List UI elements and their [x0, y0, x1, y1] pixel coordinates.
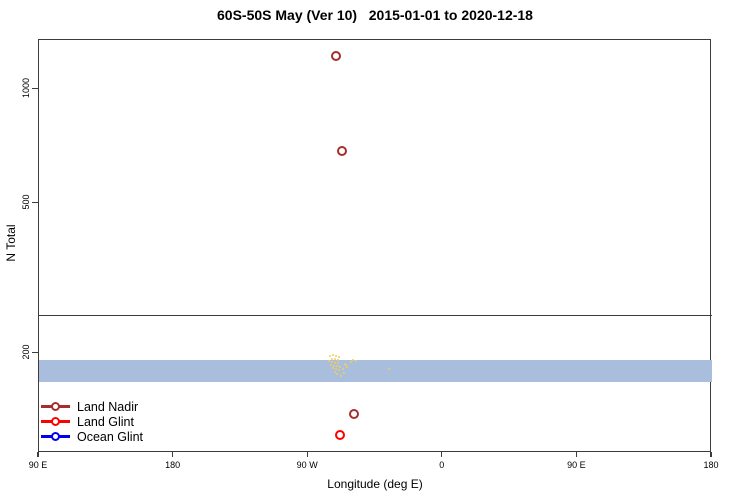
cluster-dot	[351, 358, 355, 362]
x-tick-label: 90 E	[567, 460, 586, 470]
legend-item-land-glint: Land Glint	[40, 414, 143, 429]
y-tick	[32, 201, 38, 203]
cluster-dot	[331, 366, 335, 370]
cluster-dot	[334, 367, 338, 371]
cluster-dot	[387, 367, 391, 371]
x-tick	[37, 452, 39, 457]
legend-marker	[40, 414, 74, 429]
legend-circle-icon	[51, 432, 60, 441]
cluster-dot	[336, 361, 340, 365]
legend-marker	[40, 429, 74, 444]
plot-area	[38, 39, 712, 452]
cluster-dot	[339, 374, 343, 378]
legend-label: Ocean Glint	[77, 429, 144, 444]
legend-item-land-nadir: Land Nadir	[40, 399, 143, 414]
x-tick-label: 180	[165, 460, 181, 470]
cluster-dot	[342, 371, 346, 375]
x-axis-label: Longitude (deg E)	[327, 477, 423, 491]
data-point-land-nadir	[331, 51, 342, 62]
x-tick-label: 180	[703, 460, 719, 470]
cluster-dot	[333, 361, 337, 365]
cluster-dot	[328, 354, 332, 358]
cluster-dot	[345, 365, 349, 369]
cluster-dot	[337, 368, 341, 372]
legend-marker	[40, 399, 74, 414]
x-tick-label: 0	[439, 460, 445, 470]
cluster-dot	[349, 360, 353, 364]
data-point-land-glint	[335, 430, 346, 441]
cluster-dot	[332, 364, 336, 368]
reference-line	[39, 315, 712, 317]
x-tick	[172, 452, 174, 457]
cluster-dot	[338, 365, 342, 369]
cluster-dot	[335, 372, 339, 376]
legend: Land Nadir Land Glint Ocean Glint	[40, 399, 143, 444]
cluster-dot	[335, 364, 339, 368]
y-tick-label: 500	[21, 194, 31, 210]
cluster-dot	[341, 367, 345, 371]
x-tick	[710, 452, 712, 457]
y-tick-label: 1000	[21, 77, 31, 99]
ocean-glint-band	[39, 359, 712, 382]
chart-title: 60S-50S May (Ver 10) 2015-01-01 to 2020-…	[217, 7, 533, 23]
x-tick	[441, 452, 443, 457]
data-point-land-nadir	[336, 146, 347, 157]
x-tick	[306, 452, 308, 457]
cluster-dot	[337, 355, 341, 359]
legend-circle-icon	[51, 402, 60, 411]
cluster-dot	[333, 370, 337, 374]
legend-circle-icon	[51, 417, 60, 426]
cluster-dot	[333, 357, 337, 361]
x-tick-label: 90 W	[296, 460, 318, 470]
y-tick	[32, 88, 38, 90]
y-tick	[32, 352, 38, 354]
y-axis-label: N Total	[4, 224, 18, 262]
cluster-dot	[330, 357, 334, 361]
cluster-dot	[336, 358, 340, 362]
y-tick-label: 200	[21, 344, 31, 360]
cluster-dot	[331, 353, 335, 357]
legend-label: Land Nadir	[77, 399, 139, 414]
cluster-dot	[334, 354, 338, 358]
cluster-dot	[354, 359, 358, 363]
cluster-dot	[327, 359, 331, 363]
cluster-dot	[344, 363, 348, 367]
cluster-dot	[330, 360, 334, 364]
x-tick-label: 90 E	[28, 460, 48, 470]
x-tick	[575, 452, 577, 457]
legend-item-ocean-glint: Ocean Glint	[40, 429, 143, 444]
data-point-land-nadir	[348, 408, 359, 419]
legend-label: Land Glint	[77, 414, 134, 429]
cluster-dot	[329, 363, 333, 367]
